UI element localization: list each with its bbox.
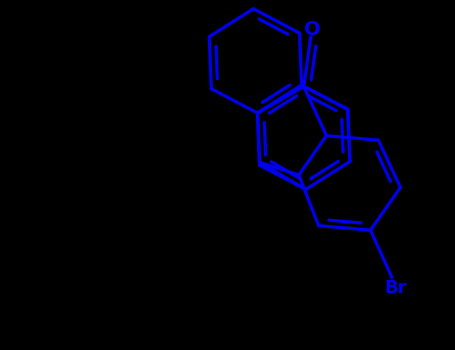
Text: Br: Br: [385, 279, 407, 296]
Text: O: O: [304, 20, 321, 39]
